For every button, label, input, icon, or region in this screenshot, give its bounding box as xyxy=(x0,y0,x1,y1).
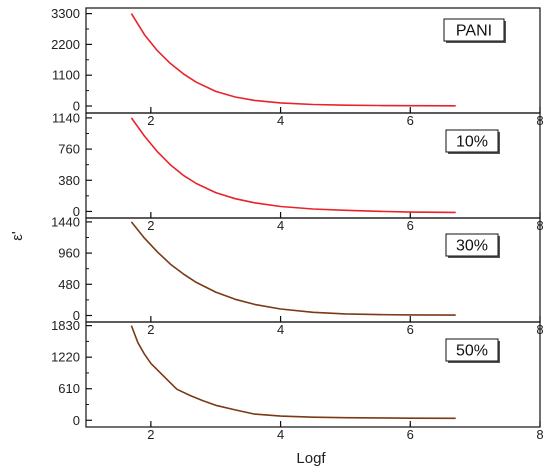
panel-label: 10% xyxy=(456,134,488,151)
y-axis-title: ε' xyxy=(9,231,26,241)
panel-frame xyxy=(85,112,541,219)
series-line xyxy=(130,325,456,420)
y-tick-label: 0 xyxy=(73,204,80,219)
x-tick-label: 4 xyxy=(277,322,284,337)
panel-label-box xyxy=(443,18,505,42)
y-tick-label: 1440 xyxy=(51,214,80,229)
x-tick-label: 6 xyxy=(407,322,414,337)
y-tick-label: 380 xyxy=(58,173,80,188)
panel-frame xyxy=(85,321,541,428)
x-axis-title: Logf xyxy=(296,450,326,467)
panel-label: PANI xyxy=(456,23,492,40)
x-tick-label: 2 xyxy=(147,113,154,128)
y-tick-label: 480 xyxy=(58,277,80,292)
y-tick-label: 0 xyxy=(73,413,80,428)
y-tick-label: 2200 xyxy=(51,37,80,52)
panel-label-box xyxy=(445,129,499,153)
y-tick-label: 1140 xyxy=(52,110,80,125)
x-tick-label: 2 xyxy=(147,218,154,233)
series-line xyxy=(130,117,456,214)
x-tick-label: 4 xyxy=(277,427,284,442)
y-tick-label: 610 xyxy=(58,381,80,396)
y-tick-label: 1100 xyxy=(52,68,80,83)
x-tick-label: 4 xyxy=(277,218,284,233)
y-tick-label: 0 xyxy=(73,308,80,323)
x-tick-label: 8 xyxy=(536,427,543,442)
x-tick-label: 6 xyxy=(407,218,414,233)
y-tick-label: 0 xyxy=(73,99,80,114)
panel-label: 50% xyxy=(456,343,488,360)
panel-label-box xyxy=(445,338,499,362)
y-tick-label: 1830 xyxy=(51,318,80,333)
series-line xyxy=(130,221,456,316)
x-tick-label: 6 xyxy=(407,427,414,442)
panel-label: 30% xyxy=(456,238,488,255)
y-tick-label: 760 xyxy=(58,142,80,157)
panel-label-box xyxy=(445,233,499,257)
series-line xyxy=(130,13,456,107)
x-tick-label: 4 xyxy=(277,113,284,128)
x-tick-label: 6 xyxy=(407,113,414,128)
x-tick-label: 2 xyxy=(147,322,154,337)
x-tick-label: 2 xyxy=(147,427,154,442)
y-tick-label: 1220 xyxy=(51,350,80,365)
y-tick-label: 3300 xyxy=(51,6,80,21)
y-tick-label: 960 xyxy=(58,246,80,261)
panel-4: 2 4 6 8 0 610 1220 1830 50% xyxy=(51,318,544,442)
